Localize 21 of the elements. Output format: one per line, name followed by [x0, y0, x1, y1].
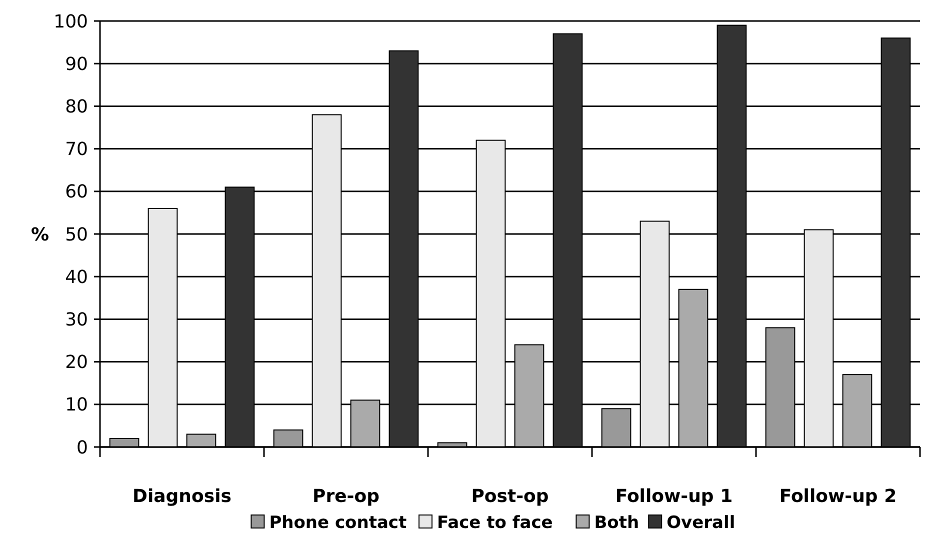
x-tick-label: Follow-up 1 — [615, 486, 733, 507]
x-tick-label: Pre-op — [312, 486, 380, 507]
x-tick-label: Diagnosis — [132, 486, 232, 507]
y-axis-title: % — [30, 224, 50, 246]
y-tick-label: 40 — [65, 266, 88, 288]
x-tick-label: Post-op — [471, 486, 549, 507]
y-tick-label: 0 — [76, 437, 88, 458]
y-tick-label: 70 — [65, 139, 88, 160]
legend-label: Phone contact — [269, 512, 407, 533]
y-tick-label: 80 — [65, 96, 88, 118]
y-tick-label: 60 — [65, 182, 88, 203]
y-tick-label: 30 — [65, 310, 88, 330]
y-tick-label: 10 — [65, 394, 88, 416]
y-tick-label: 20 — [65, 352, 88, 374]
y-tick-label: 90 — [65, 54, 88, 75]
legend-label: Both — [594, 512, 640, 533]
legend-label: Face to face — [437, 512, 553, 533]
legend-label: Overall — [666, 512, 736, 533]
y-tick-label: 100 — [54, 11, 88, 32]
x-tick-label: Follow-up 2 — [779, 486, 897, 507]
y-tick-label: 50 — [65, 224, 88, 246]
